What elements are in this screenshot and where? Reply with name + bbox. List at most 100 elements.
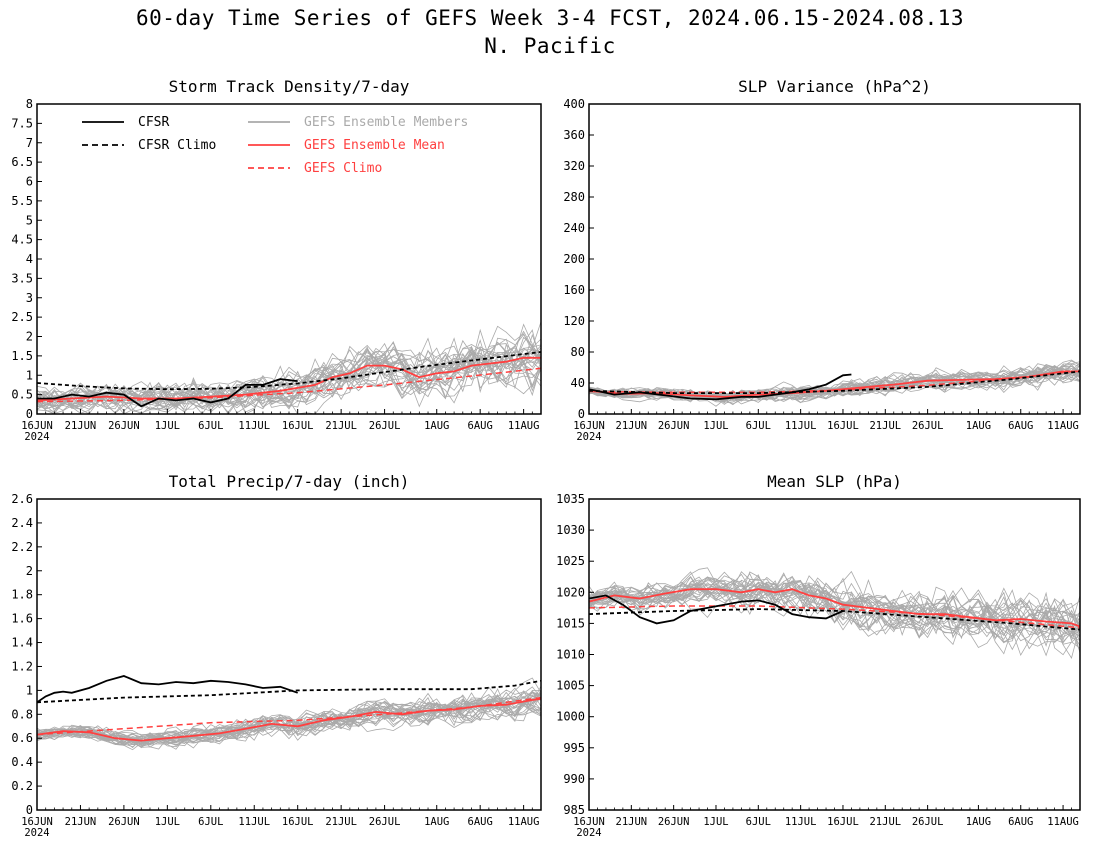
x-tick-label: 16JUN	[573, 816, 605, 828]
y-tick-label: 1010	[556, 648, 585, 662]
y-tick-label: 1000	[556, 710, 585, 724]
x-tick-label: 11JUL	[785, 816, 817, 828]
y-tick-label: 80	[571, 345, 585, 359]
legend-gefs-mean: GEFS Ensemble Mean	[304, 138, 445, 153]
legend-gefs-climo: GEFS Climo	[304, 161, 382, 176]
legend: CFSR CFSR Climo GEFS Ensemble Members GEFS …	[82, 115, 468, 176]
x-tick-label: 11AUG	[1047, 420, 1079, 432]
y-tick-label: 995	[563, 741, 585, 755]
plot-area	[37, 675, 541, 751]
chart-title: Storm Track Density/7-day	[169, 77, 410, 96]
x-tick-label: 11JUL	[238, 420, 270, 432]
x-year-label: 2024	[576, 431, 601, 443]
y-tick-label: 1005	[556, 679, 585, 693]
ensemble-member-line	[589, 579, 1080, 654]
plot-frame	[588, 498, 1081, 811]
ensemble-member-line	[37, 352, 541, 410]
x-tick-label: 11AUG	[1047, 816, 1079, 828]
x-tick-label: 6JUL	[746, 816, 771, 828]
x-tick-label: 1AUG	[966, 816, 991, 828]
y-tick-label: 0.2	[11, 779, 33, 793]
ensemble-member-line	[37, 693, 541, 748]
x-tick-label: 21JUL	[325, 420, 357, 432]
x-tick-label: 1AUG	[424, 816, 449, 828]
y-tick-label: 320	[563, 159, 585, 173]
y-tick-label: 7	[26, 136, 33, 150]
x-tick-label: 26JUL	[369, 420, 401, 432]
chart-panel-4: Mean SLP (hPa) 985 990 995 1000 1005 1010 1015 1…	[556, 472, 1081, 839]
x-tick-label: 16JUL	[827, 420, 859, 432]
ensemble-member-line	[589, 365, 1080, 399]
legend-cfsr-climo: CFSR Climo	[138, 138, 216, 153]
y-tick-label: 200	[563, 252, 585, 266]
x-tick-label: 16JUN	[573, 420, 605, 432]
x-tick-label: 6AUG	[468, 816, 493, 828]
ensemble-member-line	[589, 576, 1080, 638]
chart-panel-3: Total Precip/7-day (inch)00.20.40.60.811…	[11, 472, 542, 839]
legend-gefs-members: GEFS Ensemble Members	[304, 115, 468, 130]
main-title-line2: N. Pacific	[484, 34, 616, 58]
gefs-mean-line	[37, 697, 541, 742]
y-tick-label: 1.8	[11, 588, 33, 602]
plot-frame	[588, 103, 1081, 415]
y-tick-label: 1035	[556, 492, 585, 506]
x-tick-label: 1JUL	[703, 816, 728, 828]
x-tick-label: 11JUL	[238, 816, 270, 828]
x-tick-label: 11AUG	[508, 816, 540, 828]
x-tick-label: 21JUL	[869, 420, 901, 432]
cfsr-climo-line	[589, 370, 1080, 395]
gefs-climo-line	[589, 605, 1080, 629]
y-tick-label: 1030	[556, 523, 585, 537]
plot-area	[37, 321, 541, 414]
x-tick-label: 26JUL	[369, 816, 401, 828]
x-tick-label: 11JUL	[785, 420, 817, 432]
y-tick-label: 1.4	[11, 636, 33, 650]
y-tick-label: 8	[26, 97, 33, 111]
chart-panel-2: SLP Variance (hPa^2) 0 40 80 120 160 200 240 280…	[563, 77, 1081, 443]
ensemble-member-line	[589, 576, 1080, 640]
x-tick-label: 21JUN	[616, 816, 648, 828]
y-tick-label: 4.5	[11, 233, 33, 247]
x-tick-label: 6AUG	[1008, 420, 1033, 432]
y-tick-label: 1020	[556, 585, 585, 599]
x-tick-label: 1JUL	[155, 816, 180, 828]
cfsr-line	[589, 373, 852, 401]
cfsr-climo-line	[37, 679, 541, 704]
x-tick-label: 1AUG	[424, 420, 449, 432]
y-tick-label: 4	[26, 252, 33, 266]
y-tick-label: 40	[571, 376, 585, 390]
x-tick-label: 6AUG	[1008, 816, 1033, 828]
x-tick-label: 16JUL	[282, 420, 314, 432]
x-tick-label: 21JUL	[325, 816, 357, 828]
main-title-line1: 60-day Time Series of GEFS Week 3-4 FCST…	[135, 6, 964, 30]
x-tick-label: 21JUL	[869, 816, 901, 828]
x-tick-label: 26JUN	[658, 816, 690, 828]
y-tick-label: 280	[563, 190, 585, 204]
y-tick-label: 2.5	[11, 310, 33, 324]
y-tick-label: 0	[26, 803, 33, 817]
ensemble-member-line	[37, 347, 541, 414]
y-tick-label: 5.5	[11, 194, 33, 208]
y-tick-label: 0.6	[11, 731, 33, 745]
chart-panel-1: Storm Track Density/7-day 0 0.5 1 1.5 2 2.5 3 3.…	[11, 77, 542, 443]
legend-cfsr: CFSR	[138, 115, 169, 130]
y-tick-label: 0	[26, 407, 33, 421]
y-tick-label: 0	[578, 407, 585, 421]
plot-area	[589, 359, 1080, 407]
x-tick-label: 26JUL	[912, 420, 944, 432]
x-tick-label: 1AUG	[966, 420, 991, 432]
chart-title: Total Precip/7-day (inch)	[169, 472, 410, 491]
x-tick-label: 21JUN	[616, 420, 648, 432]
gefs-mean-line	[589, 370, 1080, 398]
y-tick-label: 3.5	[11, 271, 33, 285]
y-tick-label: 1.5	[11, 349, 33, 363]
ensemble-member-line	[589, 573, 1080, 642]
x-tick-label: 6JUL	[198, 420, 223, 432]
gefs-climo-line	[37, 367, 541, 403]
y-tick-label: 990	[563, 772, 585, 786]
y-tick-label: 2.2	[11, 540, 33, 554]
y-tick-label: 120	[563, 314, 585, 328]
y-tick-label: 1	[26, 683, 33, 697]
cfsr-line	[37, 378, 298, 408]
